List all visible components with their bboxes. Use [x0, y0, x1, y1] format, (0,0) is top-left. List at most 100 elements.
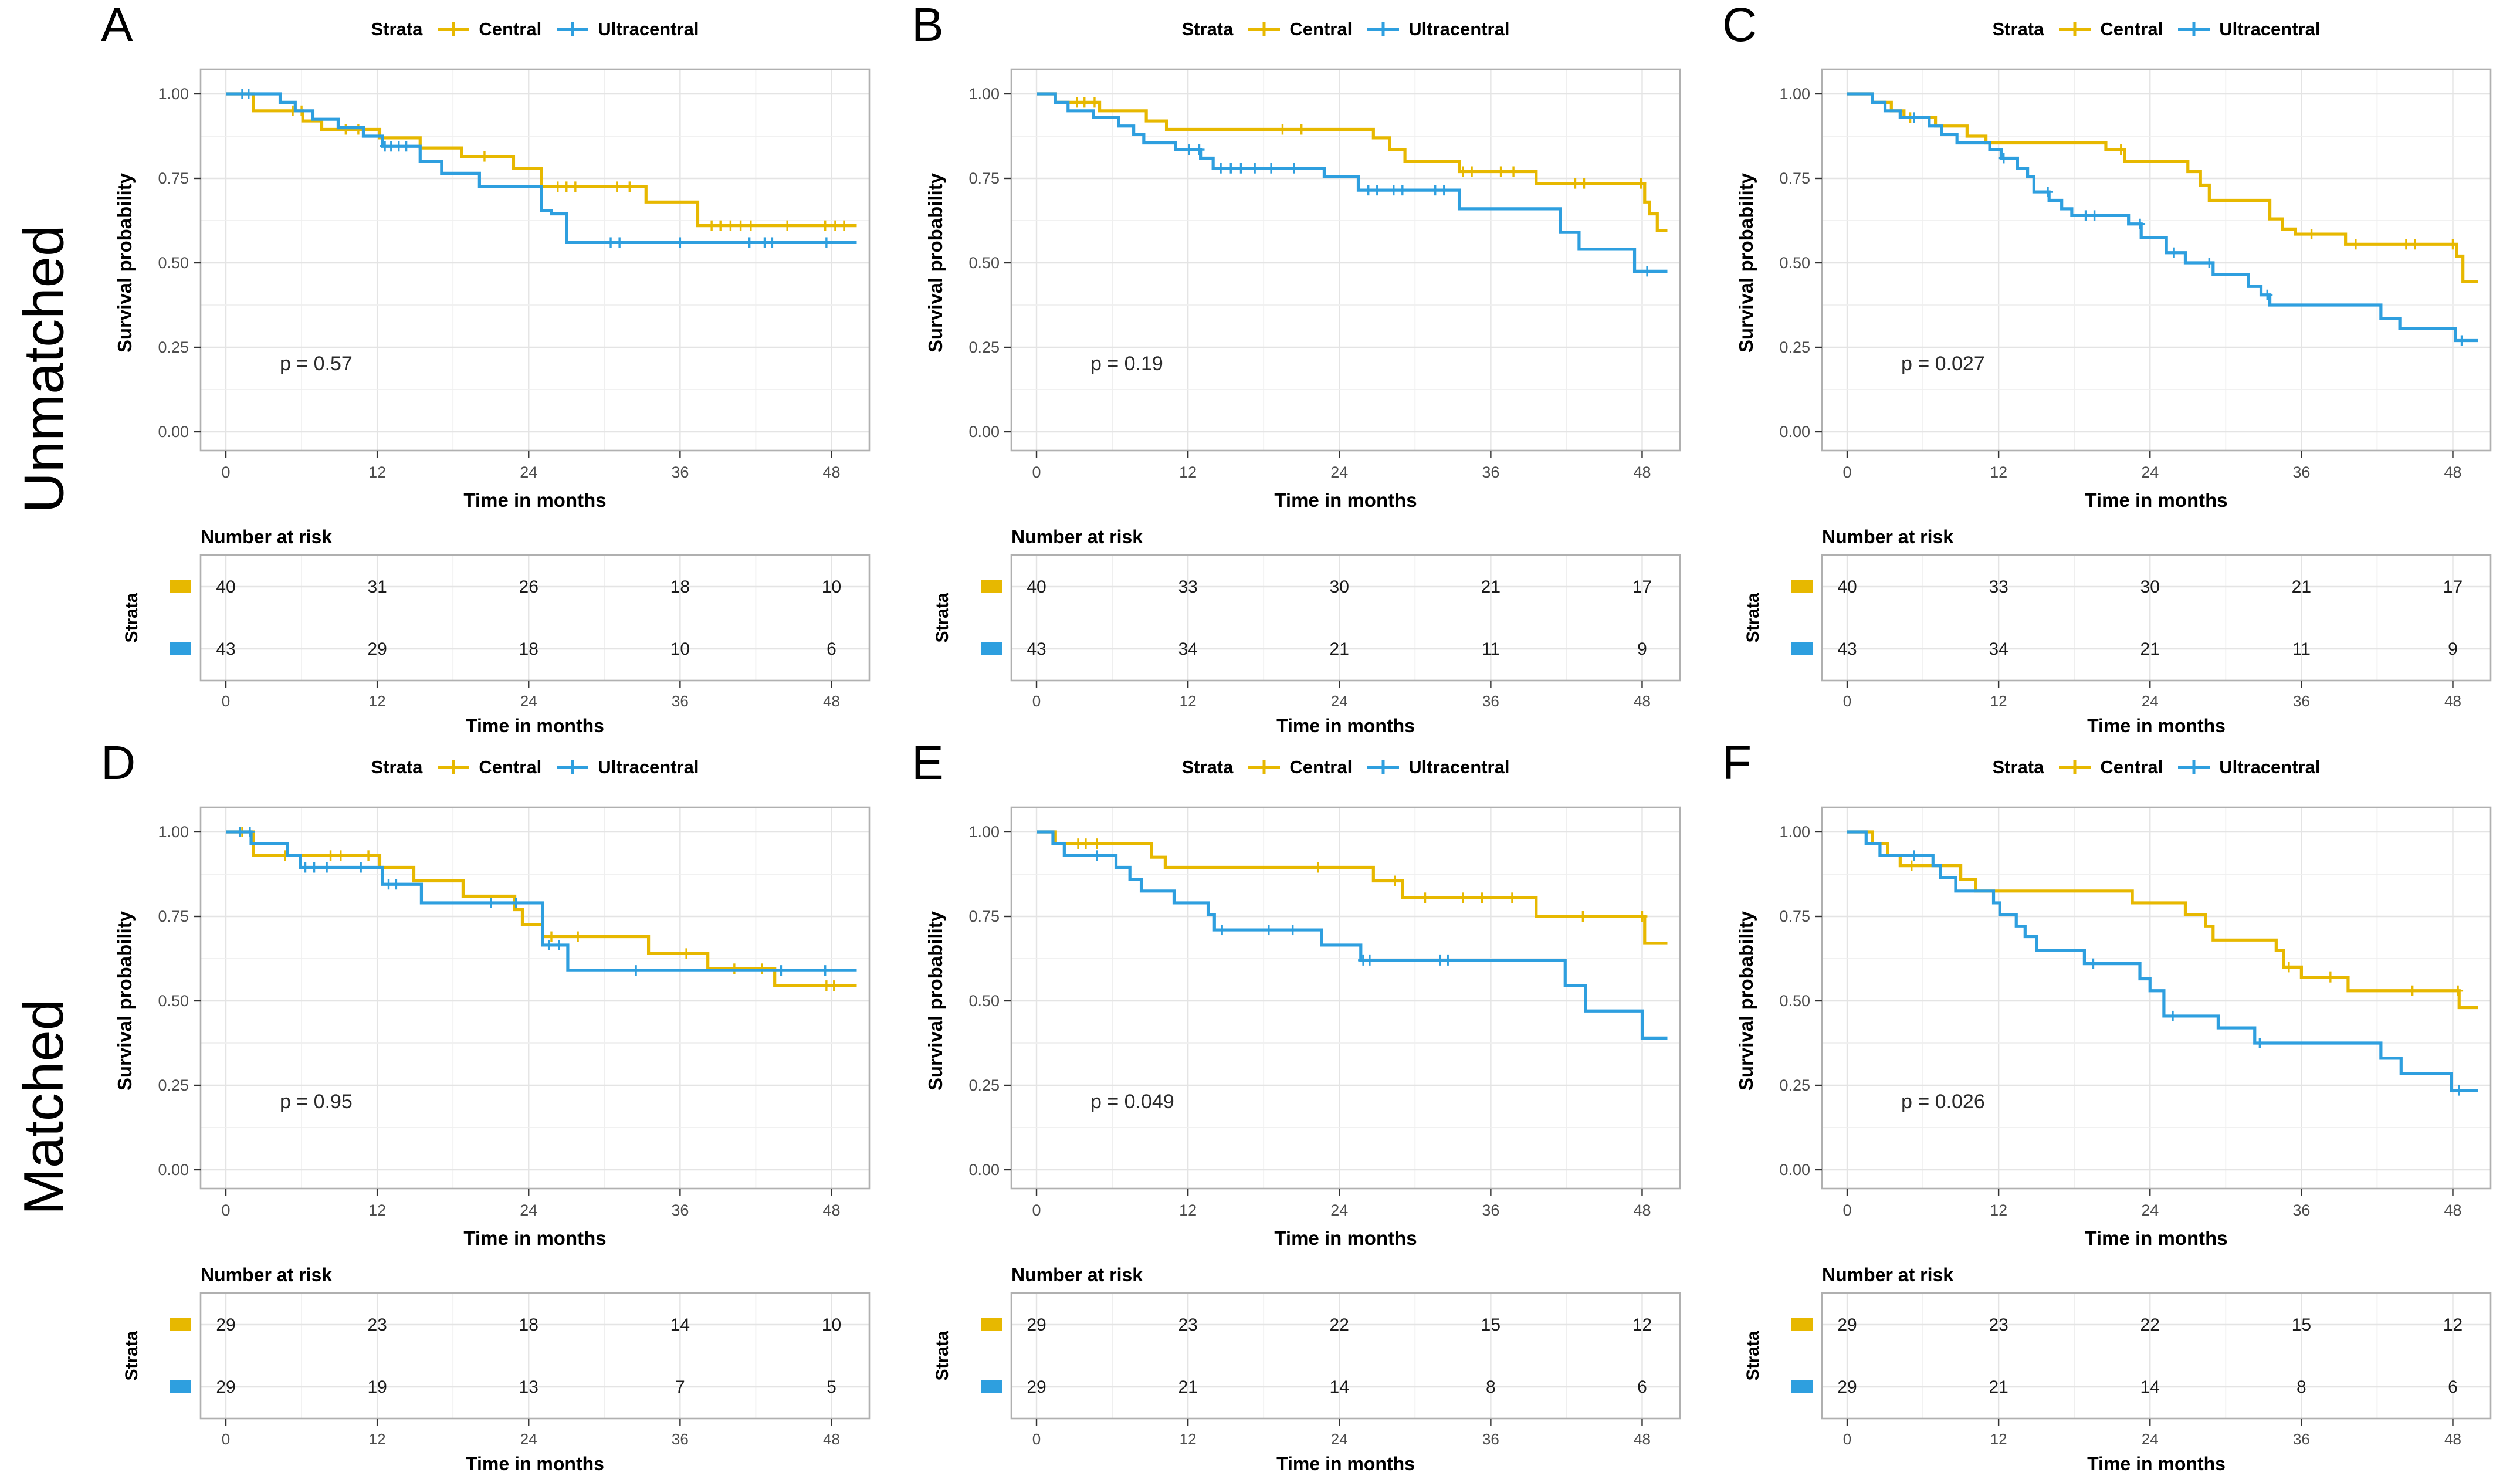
risk-strata-swatch-central [170, 1318, 191, 1331]
risk-x-tick-label: 24 [1331, 692, 1348, 710]
central-line-icon [438, 760, 470, 774]
y-tick-label: 1.00 [158, 85, 189, 103]
risk-count: 12 [2443, 1315, 2463, 1335]
y-tick-label: 0.75 [158, 170, 189, 187]
km-plot: 0.00 0.25 0.50 0.75 1.00 0 12 24 36 48 Survival pr… [114, 806, 871, 1249]
risk-strata-swatch-central [1791, 580, 1813, 593]
panel-letter: E [912, 736, 944, 790]
strata-legend: Strata Central Ultracentral [201, 0, 869, 59]
legend-title: Strata [371, 757, 423, 777]
y-axis-title: Survival probability [924, 172, 946, 353]
x-tick-label: 36 [671, 463, 689, 481]
risk-count: 17 [2443, 577, 2463, 597]
risk-table-title: Number at risk [1011, 526, 1143, 547]
legend-item-ultracentral: Ultracentral [554, 19, 699, 40]
risk-count: 40 [216, 577, 235, 597]
panel-letter: B [912, 0, 944, 52]
y-tick-label: 0.50 [1779, 992, 1810, 1010]
risk-count: 14 [2140, 1377, 2160, 1397]
risk-x-tick-label: 0 [222, 692, 230, 710]
risk-table-border [1821, 554, 2492, 682]
legend-label-ultracentral: Ultracentral [2219, 757, 2321, 777]
risk-count: 21 [1178, 1377, 1197, 1397]
x-tick-label: 24 [520, 463, 537, 481]
risk-count: 29 [1837, 1377, 1857, 1397]
legend-item-ultracentral: Ultracentral [2176, 19, 2320, 40]
risk-x-tick-label: 0 [1032, 692, 1041, 710]
km-curve-ultracentral [1037, 92, 1668, 273]
y-tick-label: 0.75 [968, 170, 1000, 187]
risk-strata-swatch-central [981, 580, 1002, 593]
risk-count: 14 [1330, 1377, 1349, 1397]
x-tick-label: 48 [1633, 463, 1651, 481]
risk-x-axis-title: Time in months [466, 1453, 604, 1474]
ultracentral-line-icon [557, 760, 589, 774]
legend-item-central: Central [2057, 757, 2163, 778]
plot-background [1011, 69, 1680, 451]
y-tick-label: 0.50 [158, 992, 189, 1010]
y-tick-label: 0.00 [1779, 423, 1810, 441]
y-tick-label: 1.00 [1779, 85, 1810, 103]
risk-table: Number at risk 29 23 22 15 12 29 21 14 8 6 Strata 0 1… [933, 1264, 1681, 1474]
y-tick-label: 0.50 [968, 254, 1000, 272]
risk-count: 7 [675, 1377, 685, 1397]
risk-count: 22 [1330, 1315, 1349, 1335]
risk-x-tick-label: 0 [1843, 692, 1851, 710]
x-axis-title: Time in months [463, 489, 606, 511]
risk-count: 14 [670, 1315, 690, 1335]
km-curve-ultracentral [1037, 830, 1668, 1040]
risk-table-border [199, 1292, 871, 1420]
ultracentral-line-icon [557, 22, 589, 36]
risk-table-border [199, 554, 871, 682]
risk-count: 8 [2297, 1377, 2306, 1397]
central-line-icon [1248, 22, 1281, 36]
y-tick-label: 0.75 [1779, 170, 1810, 187]
legend-title: Strata [1992, 757, 2044, 777]
risk-table-title: Number at risk [1822, 526, 1953, 547]
risk-strata-swatch-ultracentral [170, 642, 191, 655]
risk-count: 5 [827, 1377, 836, 1397]
x-axis-title: Time in months [463, 1227, 606, 1249]
x-tick-label: 24 [2141, 463, 2159, 481]
risk-table-title: Number at risk [201, 1264, 332, 1285]
legend-label-central: Central [2100, 19, 2163, 39]
km-panel: C Strata Central Ultracentral 0.00 0.25 0.… [1709, 0, 2520, 738]
p-value: p = 0.049 [1090, 1091, 1174, 1113]
risk-count: 31 [367, 577, 387, 597]
panel-letter: D [101, 736, 136, 790]
km-curve-central [226, 830, 857, 987]
risk-table: Number at risk 40 33 30 21 17 43 34 21 11 9 Strata 0… [1743, 526, 2492, 736]
km-curve-ultracentral [1847, 830, 2478, 1092]
strata-legend: Strata Central Ultracentral [1011, 738, 1680, 797]
y-axis-title: Survival probability [114, 172, 136, 353]
x-tick-label: 36 [2292, 1201, 2310, 1219]
legend-label-central: Central [479, 757, 542, 777]
panel-letter: F [1722, 736, 1752, 790]
x-tick-label: 12 [1990, 1201, 2007, 1219]
panel-border [1821, 806, 2492, 1190]
risk-x-tick-label: 12 [1990, 692, 2007, 710]
risk-count: 21 [2140, 639, 2160, 659]
risk-x-axis-title: Time in months [1276, 715, 1415, 736]
x-tick-label: 12 [368, 463, 386, 481]
y-tick-label: 0.50 [968, 992, 1000, 1010]
y-tick-label: 1.00 [968, 85, 1000, 103]
legend-label-ultracentral: Ultracentral [1408, 757, 1510, 777]
legend-item-central: Central [435, 757, 541, 778]
legend-label-ultracentral: Ultracentral [1408, 19, 1510, 39]
risk-count: 6 [2448, 1377, 2458, 1397]
risk-count: 26 [519, 577, 538, 597]
x-tick-label: 0 [1032, 1201, 1041, 1219]
risk-x-tick-label: 12 [1180, 1430, 1197, 1448]
y-tick-label: 0.25 [158, 1076, 189, 1094]
risk-axis-title: Strata [1743, 593, 1763, 642]
risk-strata-swatch-central [981, 1318, 1002, 1331]
panel-border [1010, 806, 1681, 1190]
x-tick-label: 36 [671, 1201, 689, 1219]
km-panel: F Strata Central Ultracentral 0.00 0.25 0.… [1709, 738, 2520, 1476]
y-tick-label: 0.00 [158, 1161, 189, 1179]
plot-background [1011, 1293, 1680, 1419]
risk-x-tick-label: 48 [2444, 692, 2461, 710]
y-axis-title: Survival probability [1735, 910, 1757, 1091]
risk-table: Number at risk 29 23 18 14 10 29 19 13 7 5 Strata 0 1… [122, 1264, 871, 1474]
